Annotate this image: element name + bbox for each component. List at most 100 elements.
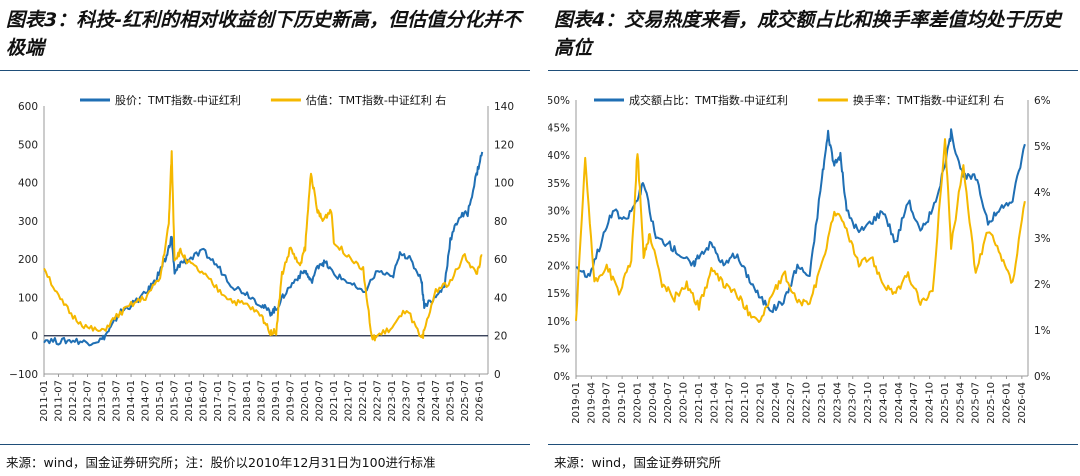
left-y-tick-label: 40%	[548, 150, 570, 162]
x-tick-label: 2011-07	[54, 380, 65, 422]
left-y-tick-label: −100	[9, 369, 38, 381]
right-source-note: 来源：wind，国金证券研究所	[554, 455, 722, 470]
left-y-tick-label: 45%	[548, 123, 570, 135]
legend-label-1: 股价：TMT指数-中证红利	[115, 93, 241, 107]
left-y-tick-label: 35%	[548, 178, 570, 190]
x-tick-label: 2024-01	[878, 382, 889, 424]
right-y-tick-label: 20	[494, 331, 507, 343]
right-y-tick-label: 2%	[1034, 279, 1051, 291]
series-line-1	[43, 151, 484, 347]
x-tick-label: 2016-07	[199, 380, 210, 422]
x-tick-label: 2013-07	[112, 380, 123, 422]
right-y-tick-label: 4%	[1034, 187, 1051, 199]
x-tick-label: 2020-04	[648, 382, 659, 424]
x-tick-label: 2020-01	[632, 382, 643, 424]
x-tick-label: 2019-04	[586, 382, 597, 424]
legend-label-1: 成交额占比：TMT指数-中证红利	[629, 93, 788, 107]
x-tick-label: 2024-07	[431, 380, 442, 422]
x-tick-label: 2024-10	[925, 382, 936, 424]
x-tick-label: 2019-01	[571, 382, 582, 424]
x-tick-label: 2022-04	[771, 382, 782, 424]
x-tick-label: 2013-01	[97, 380, 108, 422]
x-tick-label: 2015-01	[155, 380, 166, 422]
x-tick-label: 2019-01	[271, 380, 282, 422]
x-tick-label: 2019-07	[602, 382, 613, 424]
right-line-chart: 0% 5% 10% 15% 20% 25% 30% 35% 40% 45% 50% 0% 1% 2% 3% 4…	[548, 93, 1051, 424]
x-tick-label: 2022-01	[358, 380, 369, 422]
left-y-tick-label: 200	[18, 254, 38, 266]
left-y-tick-label: 25%	[548, 233, 570, 245]
x-tick-label: 2024-01	[416, 380, 427, 422]
left-chart-panel: 图表3：科技-红利的相对收益创下历史新高，但估值分化并不极端 −100 0 100 2…	[0, 0, 530, 476]
x-tick-label: 2023-07	[848, 382, 859, 424]
left-bottom-rule	[0, 444, 530, 445]
x-tick-label: 2017-07	[228, 380, 239, 422]
series-line-2	[575, 138, 1026, 323]
right-y-tick-label: 5%	[1034, 141, 1051, 153]
left-y-tick-label: 0	[31, 331, 38, 343]
x-tick-label: 2022-07	[373, 380, 384, 422]
x-tick-label: 2023-01	[817, 382, 828, 424]
right-chart-title: 图表4：交易热度来看，成交额占比和换手率差值均处于历史高位	[554, 9, 1062, 59]
right-y-tick-label: 6%	[1034, 95, 1051, 107]
x-tick-label: 2023-04	[832, 382, 843, 424]
x-tick-label: 2024-07	[909, 382, 920, 424]
x-tick-label: 2015-07	[170, 380, 181, 422]
x-tick-label: 2011-01	[39, 380, 50, 422]
left-y-tick-label: 600	[18, 101, 38, 113]
left-y-tick-label: 20%	[548, 261, 570, 273]
right-y-tick-label: 120	[494, 139, 514, 151]
right-y-tick-label: 0%	[1034, 371, 1051, 383]
series-line-2	[43, 150, 483, 342]
left-y-tick-label: 30%	[548, 205, 570, 217]
left-line-chart: −100 0 100 200 300 400 500 600 0 20 40 60 80 100 120 14…	[9, 93, 514, 422]
right-y-tick-label: 80	[494, 216, 507, 228]
right-y-tick-label: 1%	[1034, 325, 1051, 337]
left-y-tick-label: 100	[18, 292, 38, 304]
x-tick-label: 2021-01	[329, 380, 340, 422]
left-title-rule	[0, 70, 530, 71]
x-tick-label: 2012-01	[68, 380, 79, 422]
x-tick-label: 2016-01	[184, 380, 195, 422]
x-tick-label: 2022-07	[786, 382, 797, 424]
left-y-tick-label: 10%	[548, 316, 570, 328]
x-tick-label: 2025-07	[460, 380, 471, 422]
x-tick-label: 2019-07	[286, 380, 297, 422]
x-tick-label: 2026-01	[474, 380, 485, 422]
x-tick-label: 2025-01	[940, 382, 951, 424]
x-tick-label: 2025-07	[971, 382, 982, 424]
left-y-tick-label: 300	[18, 216, 38, 228]
x-tick-label: 2021-04	[709, 382, 720, 424]
x-tick-label: 2019-10	[617, 382, 628, 424]
right-y-tick-label: 60	[494, 254, 507, 266]
left-y-tick-label: 15%	[548, 288, 570, 300]
x-tick-label: 2022-10	[802, 382, 813, 424]
left-source-note: 来源：wind，国金证券研究所；注：股价以2010年12月31日为100进行标准	[6, 455, 436, 470]
x-tick-label: 2020-01	[300, 380, 311, 422]
x-tick-label: 2018-07	[257, 380, 268, 422]
right-bottom-rule	[548, 444, 1078, 445]
x-tick-label: 2021-01	[694, 382, 705, 424]
x-tick-label: 2021-07	[344, 380, 355, 422]
left-y-tick-label: 400	[18, 178, 38, 190]
x-tick-label: 2020-10	[679, 382, 690, 424]
legend-label-2: 换手率：TMT指数-中证红利 右	[853, 93, 1004, 107]
x-tick-label: 2023-10	[863, 382, 874, 424]
x-tick-label: 2021-07	[725, 382, 736, 424]
right-y-tick-label: 100	[494, 178, 514, 190]
left-y-tick-label: 500	[18, 139, 38, 151]
x-tick-label: 2014-07	[141, 380, 152, 422]
right-title-rule	[548, 70, 1078, 71]
right-y-tick-label: 40	[494, 292, 507, 304]
x-tick-label: 2022-01	[755, 382, 766, 424]
x-tick-label: 2021-10	[740, 382, 751, 424]
right-y-tick-label: 0	[494, 369, 501, 381]
x-tick-label: 2023-01	[387, 380, 398, 422]
left-y-tick-label: 50%	[548, 95, 570, 107]
series-line-1	[575, 128, 1026, 314]
x-tick-label: 2014-01	[126, 380, 137, 422]
x-tick-label: 2026-04	[1017, 382, 1028, 424]
left-chart-title: 图表3：科技-红利的相对收益创下历史新高，但估值分化并不极端	[6, 9, 522, 59]
right-chart-panel: 图表4：交易热度来看，成交额占比和换手率差值均处于历史高位 0% 5% 10% 15%…	[548, 0, 1078, 476]
left-y-tick-label: 0%	[553, 371, 570, 383]
